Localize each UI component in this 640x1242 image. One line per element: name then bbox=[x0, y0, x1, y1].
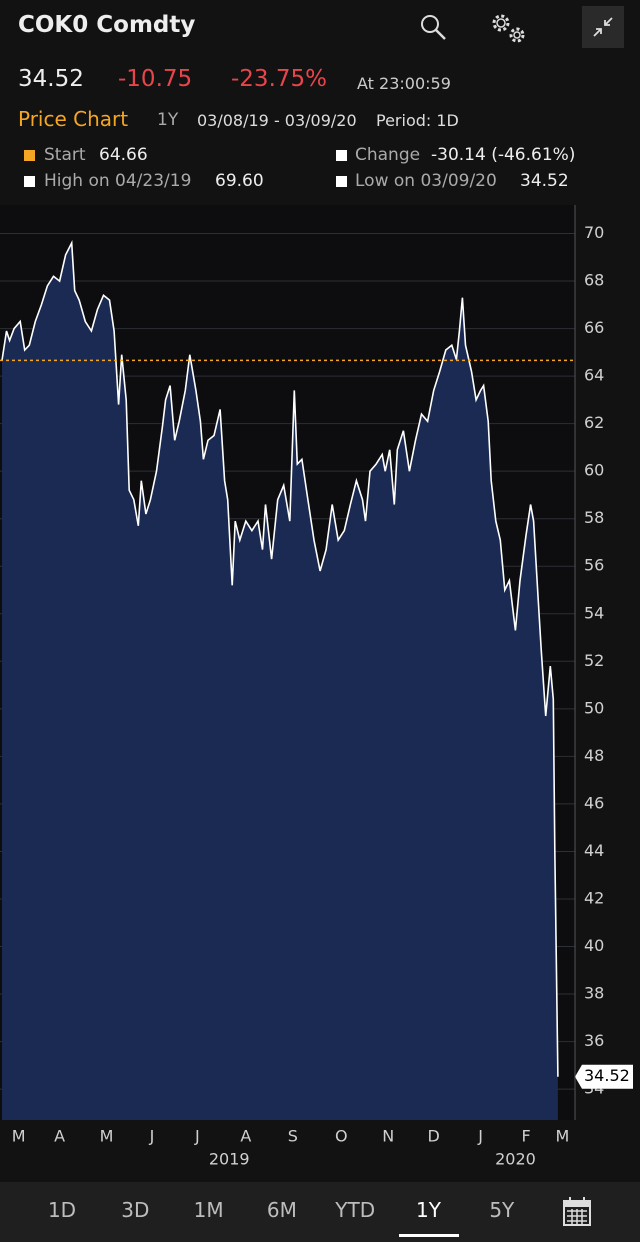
price-line bbox=[1, 240, 559, 1077]
collapse-button[interactable] bbox=[582, 6, 624, 48]
settings-icon[interactable] bbox=[488, 10, 530, 46]
last-value-tag bbox=[575, 1064, 633, 1089]
tab-bar bbox=[0, 1182, 640, 1242]
stat-label: Change bbox=[355, 145, 421, 165]
stat-value: -30.14 (-46.61%) bbox=[431, 145, 576, 165]
y-tick-label: 44 bbox=[584, 841, 604, 860]
start-swatch bbox=[24, 150, 35, 161]
x-tick-label: M bbox=[12, 1127, 26, 1146]
y-tick-label: 58 bbox=[584, 508, 604, 527]
change: -10.75 bbox=[118, 66, 193, 92]
time: At 23:00:59 bbox=[357, 74, 451, 93]
high-swatch bbox=[24, 176, 35, 187]
year-label: 2019 bbox=[209, 1150, 250, 1169]
stat-label: High on 04/23/19 bbox=[44, 171, 192, 191]
price: 34.52 bbox=[18, 66, 84, 92]
x-tick-label: M bbox=[100, 1127, 114, 1146]
range[interactable]: 1Y bbox=[157, 110, 179, 130]
y-tick-label: 46 bbox=[584, 793, 604, 812]
y-tick-label: 50 bbox=[584, 698, 604, 717]
x-tick-label: O bbox=[335, 1127, 348, 1146]
range-tab[interactable]: 1Y bbox=[398, 1198, 459, 1237]
change-pct: -23.75% bbox=[231, 66, 327, 92]
range-tab[interactable]: 3D bbox=[121, 1198, 150, 1222]
y-tick-label: 38 bbox=[584, 984, 604, 1003]
low-swatch bbox=[336, 176, 347, 187]
stat-value: 69.60 bbox=[215, 171, 264, 191]
y-tick-label: 54 bbox=[584, 603, 604, 622]
year-label: 2020 bbox=[495, 1150, 536, 1169]
x-tick-label: A bbox=[240, 1127, 251, 1146]
range-tab[interactable]: YTD bbox=[335, 1198, 376, 1222]
y-tick-label: 64 bbox=[584, 366, 604, 385]
price-chart: 3436384042444648505254565860626466687034… bbox=[0, 205, 633, 1169]
range-tab[interactable]: 1M bbox=[193, 1198, 224, 1222]
period: Period: 1D bbox=[376, 111, 459, 130]
y-tick-label: 48 bbox=[584, 746, 604, 765]
last-value-label: 34.52 bbox=[584, 1066, 630, 1085]
y-tick-label: 62 bbox=[584, 413, 604, 432]
y-tick-label: 68 bbox=[584, 271, 604, 290]
ticker: COK0 Comdty bbox=[18, 12, 196, 38]
x-tick-label: M bbox=[555, 1127, 569, 1146]
y-tick-label: 40 bbox=[584, 936, 604, 955]
change-swatch bbox=[336, 150, 347, 161]
x-tick-label: J bbox=[149, 1127, 155, 1146]
x-tick-label: N bbox=[382, 1127, 394, 1146]
stat-label: Start bbox=[44, 145, 86, 165]
area-fill bbox=[2, 243, 558, 1120]
stat-value: 34.52 bbox=[520, 171, 569, 191]
stat-label: Low on 03/09/20 bbox=[355, 171, 497, 191]
search-icon[interactable] bbox=[418, 12, 448, 42]
y-tick-label: 70 bbox=[584, 223, 604, 242]
x-tick-label: F bbox=[521, 1127, 530, 1146]
range-tab[interactable]: 5Y bbox=[489, 1198, 515, 1222]
y-tick-label: 42 bbox=[584, 888, 604, 907]
x-tick-label: A bbox=[54, 1127, 65, 1146]
y-tick-label: 60 bbox=[584, 461, 604, 480]
y-tick-label: 56 bbox=[584, 556, 604, 575]
x-tick-label: S bbox=[288, 1127, 298, 1146]
range-tab[interactable]: 6M bbox=[266, 1198, 297, 1222]
y-tick-label: 36 bbox=[584, 1031, 604, 1050]
range-tab[interactable]: 1D bbox=[47, 1198, 77, 1222]
stat-value: 64.66 bbox=[99, 145, 148, 165]
calendar-icon[interactable] bbox=[563, 1197, 591, 1227]
x-tick-label: J bbox=[194, 1127, 200, 1146]
y-tick-label: 66 bbox=[584, 318, 604, 337]
x-tick-label: J bbox=[477, 1127, 483, 1146]
section-title: Price Chart bbox=[18, 107, 129, 131]
y-tick-label: 52 bbox=[584, 651, 604, 670]
date-range: 03/08/19 - 03/09/20 bbox=[197, 111, 357, 130]
x-tick-label: D bbox=[427, 1127, 439, 1146]
